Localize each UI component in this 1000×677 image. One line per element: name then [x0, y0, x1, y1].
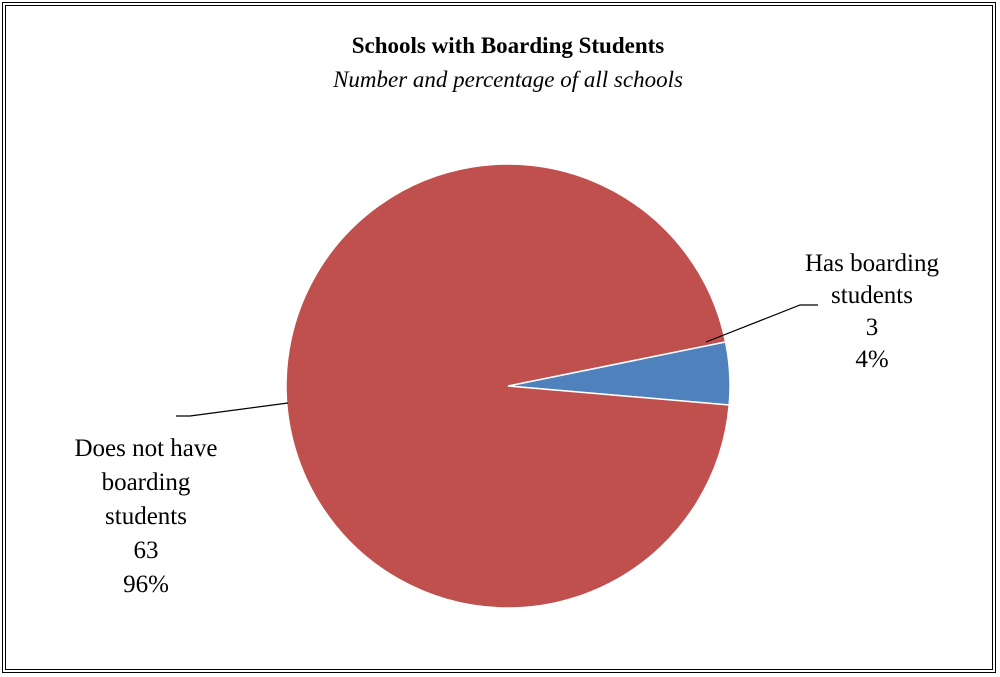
slice-label-line: students: [105, 503, 187, 530]
chart-subtitle: Number and percentage of all schools: [332, 67, 683, 92]
pie-slice-no-boarding: [285, 163, 731, 609]
slice-label-line: Does not have: [74, 435, 217, 462]
leader-line-no-boarding: [176, 402, 289, 417]
chart-title: Schools with Boarding Students: [352, 33, 665, 58]
slice-label-line: Has boarding: [805, 250, 939, 277]
slice-percent-label: 4%: [855, 346, 888, 373]
slice-label-line: students: [831, 282, 913, 309]
slice-value-label: 63: [134, 537, 159, 564]
slices-layer: [285, 163, 731, 609]
leader-lines: [176, 304, 818, 417]
slice-label-line: boarding: [102, 469, 191, 496]
leader-line-has-boarding: [705, 304, 818, 343]
slice-percent-label: 96%: [123, 571, 169, 598]
data-labels: Has boarding students 3 4% Does not have boar…: [74, 250, 939, 598]
slice-value-label: 3: [866, 314, 879, 341]
